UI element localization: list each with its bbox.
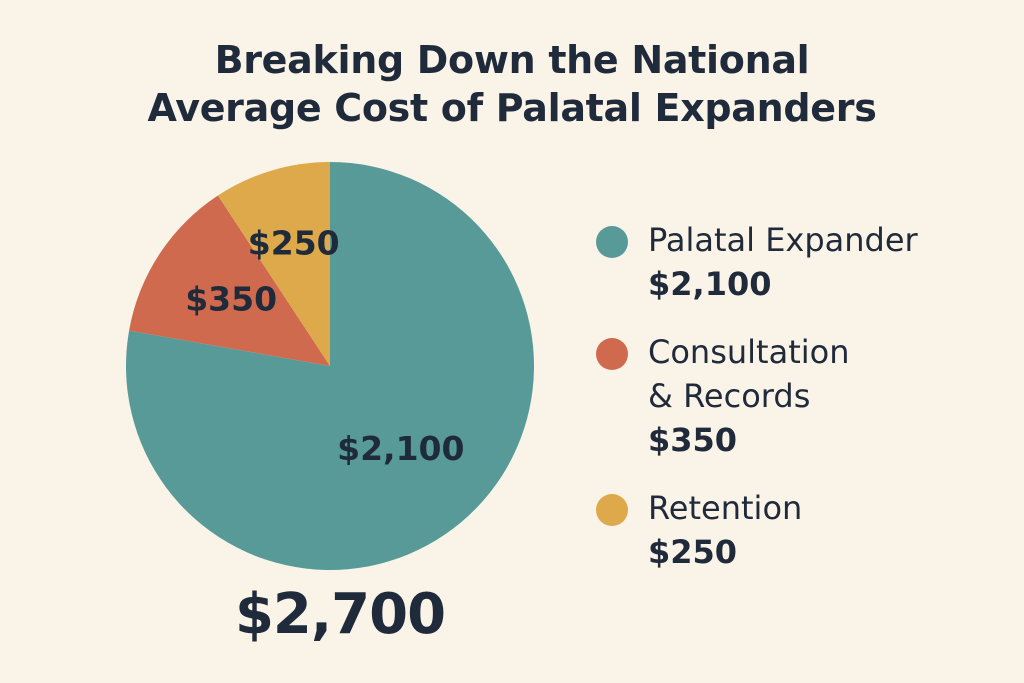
pie-chart-svg: $2,100 $350 $250 (125, 162, 534, 570)
legend-swatch-consultation-records (596, 338, 628, 370)
legend-value: $350 (648, 421, 738, 459)
legend-item-consultation-records: Consultation & Records $350 (596, 330, 1006, 462)
legend-swatch-retention (596, 494, 628, 526)
legend: Palatal Expander $2,100 Consultation & R… (596, 218, 1006, 598)
legend-label: Palatal Expander (648, 221, 918, 259)
legend-item-retention: Retention $250 (596, 486, 1006, 574)
chart-title: Breaking Down the National Average Cost … (0, 36, 1024, 132)
legend-label: Consultation & Records (648, 333, 850, 415)
legend-item-palatal-expander: Palatal Expander $2,100 (596, 218, 1006, 306)
chart-title-line-1: Breaking Down the National (214, 38, 810, 82)
legend-swatch-palatal-expander (596, 226, 628, 258)
legend-label: Retention (648, 489, 803, 527)
pie-slice-label: $350 (185, 279, 277, 318)
total-cost: $2,700 (234, 582, 446, 647)
legend-value: $2,100 (648, 265, 772, 303)
pie-slice-retention (217, 162, 330, 366)
pie-slice-label: $250 (248, 223, 340, 262)
pie-slice-label: $2,100 (337, 429, 464, 468)
chart-title-line-2: Average Cost of Palatal Expanders (147, 86, 877, 130)
legend-value: $250 (648, 533, 738, 571)
pie-slice-consultation-records (129, 195, 330, 366)
pie-chart: $2,100 $350 $250 (122, 158, 538, 574)
